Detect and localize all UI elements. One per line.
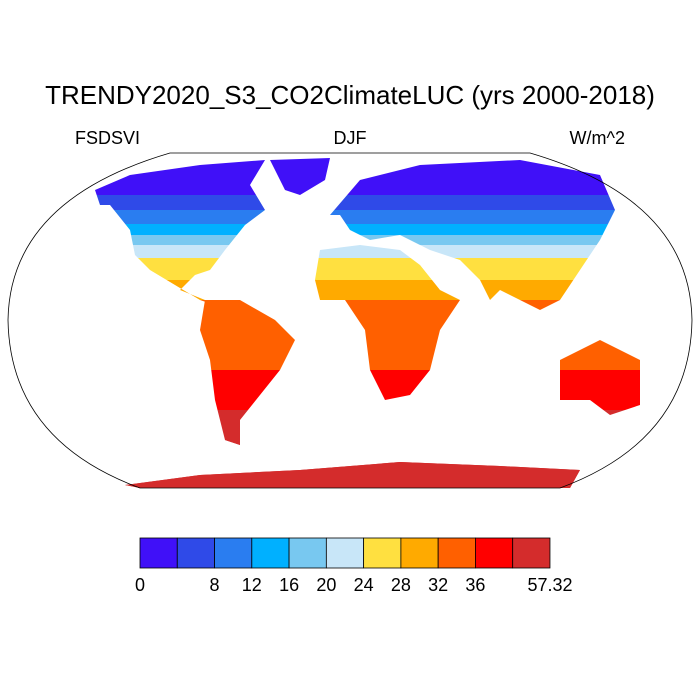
map-region — [95, 235, 640, 245]
colorbar-box — [400, 537, 439, 569]
map-region — [95, 158, 640, 195]
colorbar-label: 8 — [210, 575, 220, 595]
colorbar-box — [512, 537, 551, 569]
colorbar-label: 16 — [279, 575, 299, 595]
map-region — [95, 258, 640, 280]
map-region — [95, 280, 640, 300]
colorbar-box — [325, 537, 365, 569]
map-region — [95, 245, 640, 258]
map-region — [95, 195, 640, 210]
colorbar-box — [214, 537, 253, 569]
colorbar-box — [363, 537, 402, 569]
colorbar-box — [437, 537, 476, 569]
map-region — [95, 300, 640, 370]
colorbar-label: 0 — [135, 575, 145, 595]
colorbar-box — [139, 537, 178, 569]
colorbar: 0 8 12 16 20 24 28 32 36 57.32 — [135, 537, 572, 595]
colorbar-box — [176, 537, 215, 569]
colorbar-label: 24 — [354, 575, 374, 595]
map-outline — [7, 152, 693, 489]
colorbar-label: 28 — [391, 575, 411, 595]
map-region — [95, 370, 640, 410]
colorbar-box — [475, 537, 514, 569]
map-region — [95, 210, 640, 224]
units-label: W/m^2 — [570, 128, 625, 148]
colorbar-box — [288, 537, 327, 569]
colorbar-label: 57.32 — [527, 575, 572, 595]
map-region — [95, 224, 640, 235]
map-title: TRENDY2020_S3_CO2ClimateLUC (yrs 2000-20… — [45, 80, 655, 110]
colorbar-label: 12 — [242, 575, 262, 595]
colorbar-label: 32 — [428, 575, 448, 595]
variable-label: FSDSVI — [75, 128, 140, 148]
colorbar-label: 36 — [465, 575, 485, 595]
season-label: DJF — [334, 128, 367, 148]
map-region — [95, 440, 640, 488]
colorbar-box — [251, 537, 290, 569]
colorbar-label: 20 — [316, 575, 336, 595]
land-fill — [95, 158, 640, 488]
